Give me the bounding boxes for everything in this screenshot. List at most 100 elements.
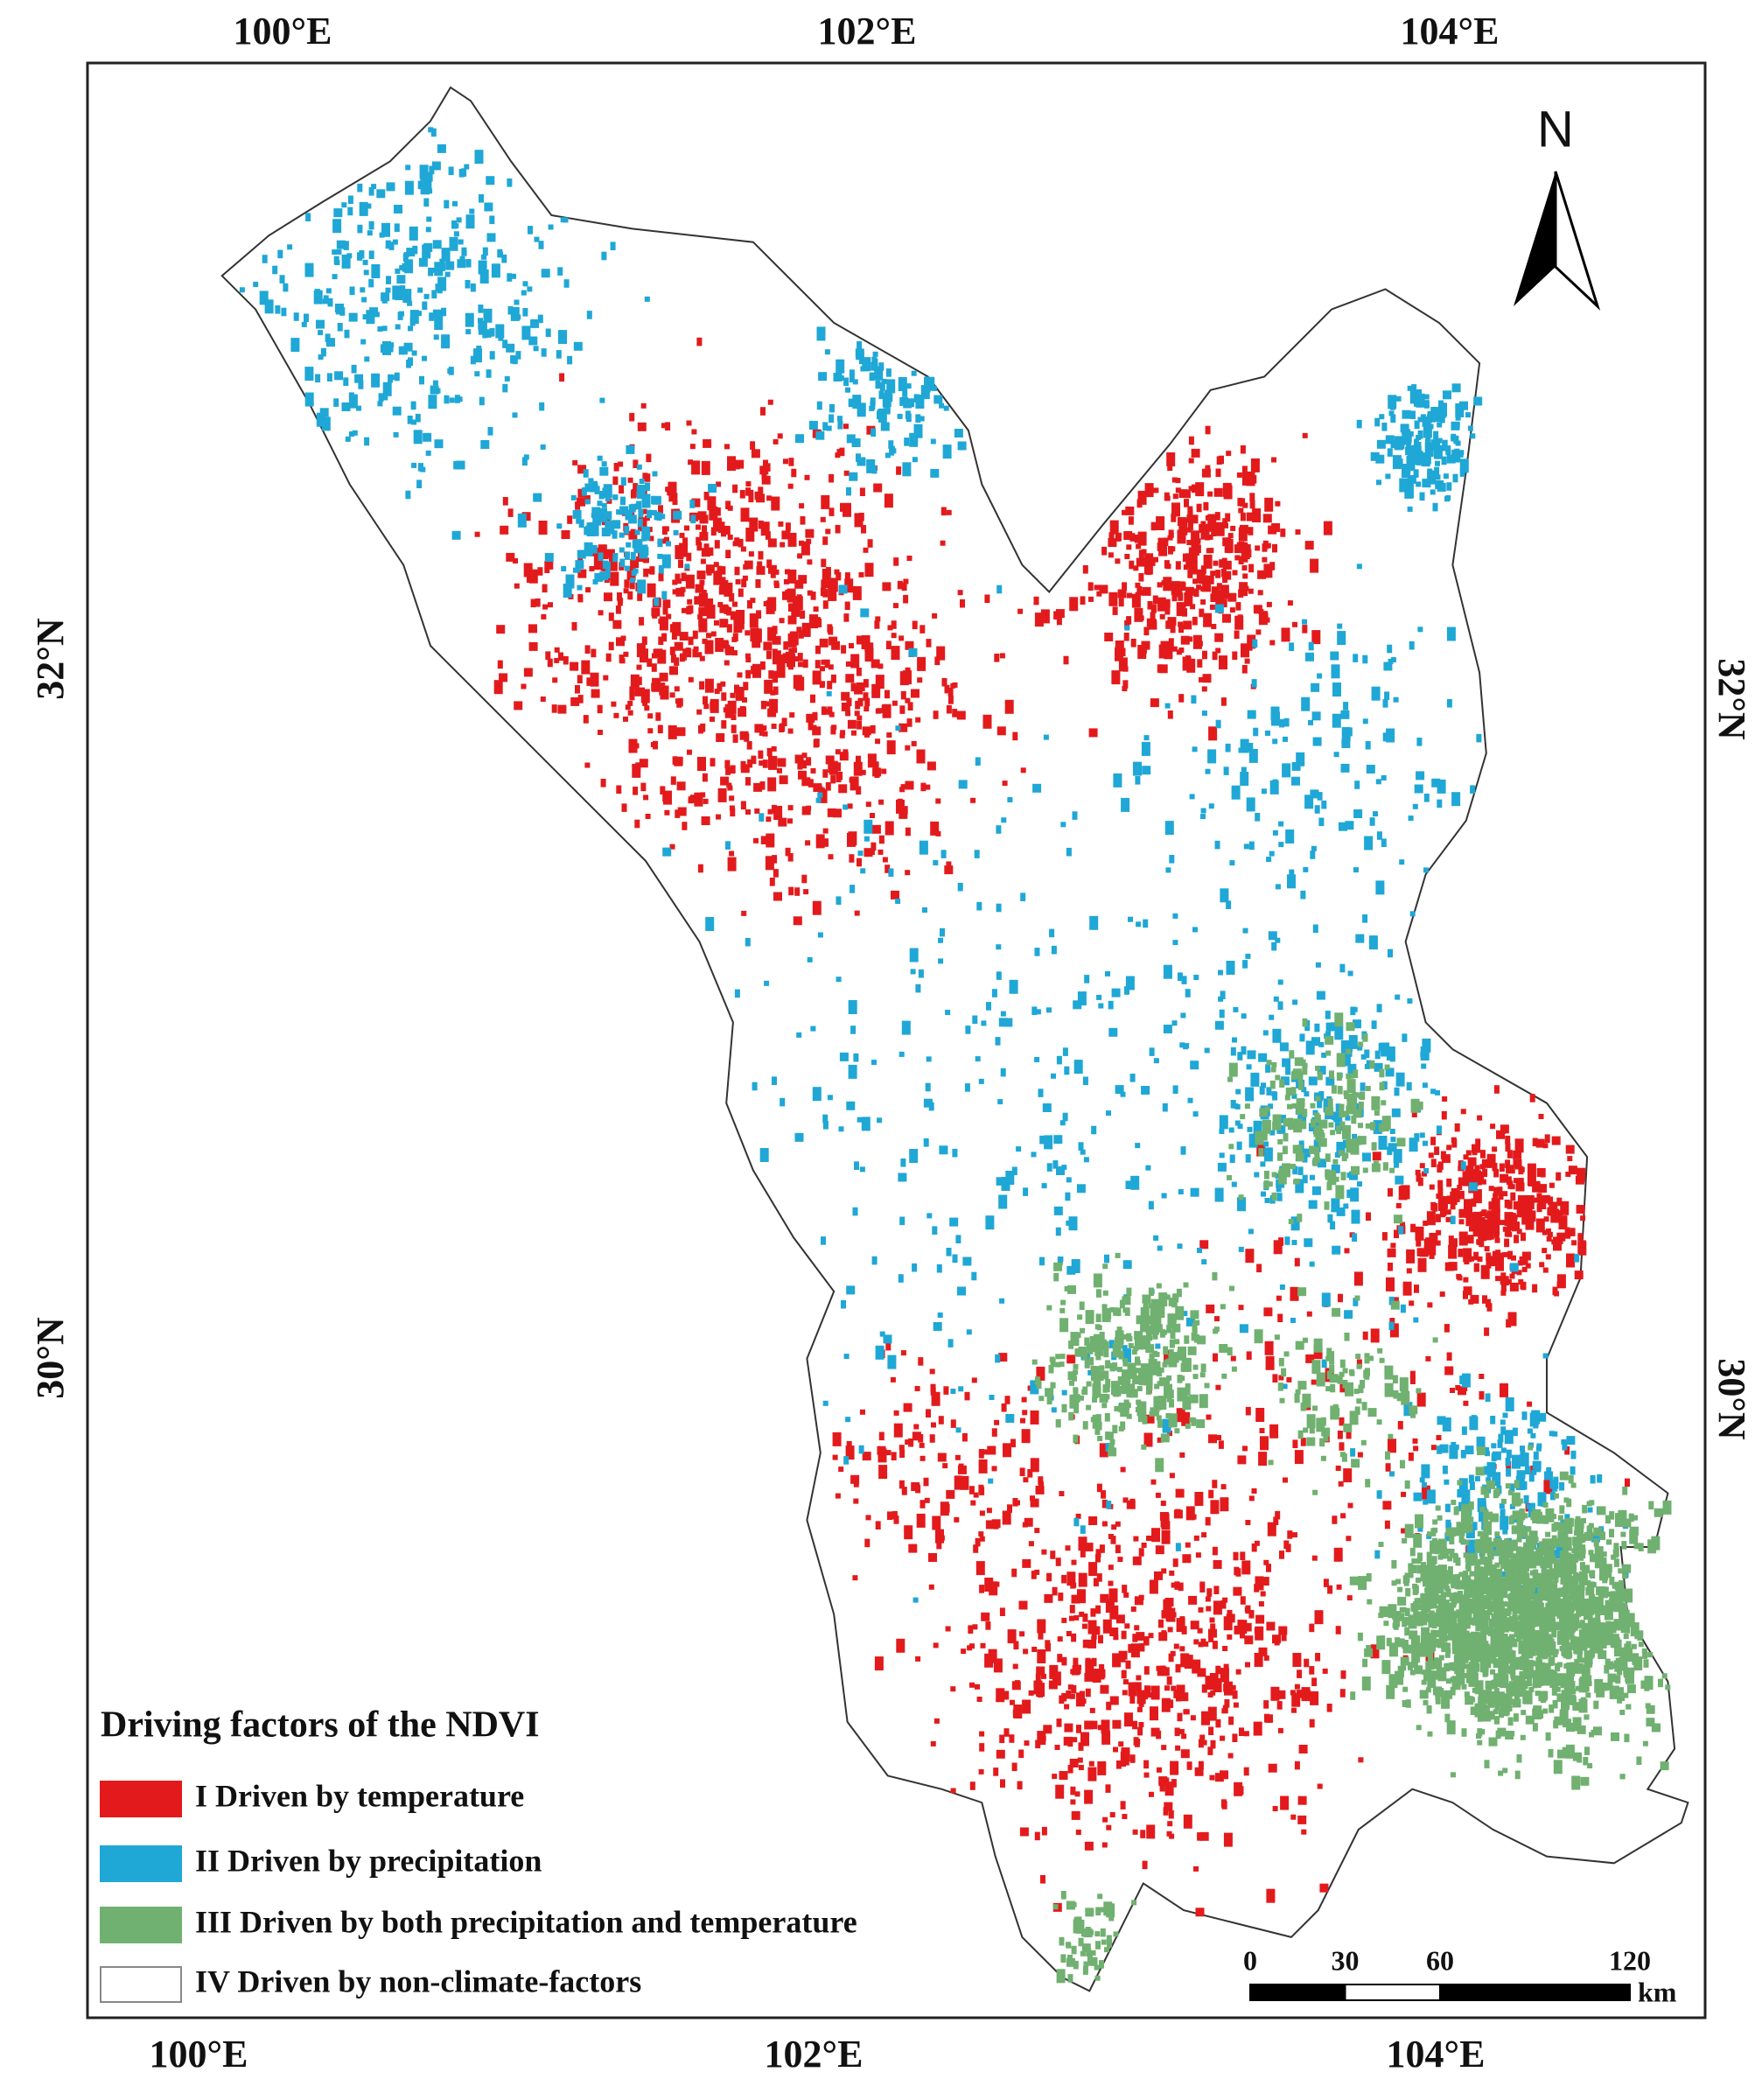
factor-pixel xyxy=(1516,1562,1522,1571)
factor-pixel xyxy=(1142,766,1151,775)
factor-pixel xyxy=(1171,1779,1177,1788)
factor-pixel xyxy=(1269,1014,1275,1020)
factor-pixel xyxy=(514,701,523,710)
factor-pixel xyxy=(1158,1619,1164,1628)
factor-pixel xyxy=(1082,1614,1088,1622)
factor-pixel xyxy=(1300,1438,1306,1446)
factor-pixel xyxy=(1158,1776,1168,1786)
factor-pixel xyxy=(996,825,1002,834)
factor-pixel xyxy=(832,1454,838,1460)
factor-pixel xyxy=(1529,1502,1535,1508)
factor-pixel xyxy=(1327,1585,1333,1594)
factor-pixel xyxy=(972,1624,978,1630)
factor-pixel xyxy=(1388,1263,1393,1271)
factor-pixel xyxy=(845,674,855,683)
factor-pixel xyxy=(575,685,580,694)
factor-pixel xyxy=(946,704,952,714)
factor-pixel xyxy=(908,648,918,657)
factor-pixel xyxy=(745,777,751,786)
factor-pixel xyxy=(1442,1096,1448,1102)
factor-pixel xyxy=(1202,583,1212,592)
factor-pixel xyxy=(906,556,912,561)
factor-pixel xyxy=(537,314,543,324)
factor-pixel xyxy=(464,164,470,170)
factor-pixel xyxy=(1022,1558,1031,1568)
factor-pixel xyxy=(626,542,632,548)
factor-pixel xyxy=(1445,445,1451,454)
factor-pixel xyxy=(1138,1722,1144,1727)
factor-pixel xyxy=(857,1116,863,1123)
factor-pixel xyxy=(985,1621,991,1630)
factor-pixel xyxy=(1161,1630,1167,1636)
factor-pixel xyxy=(393,431,399,438)
factor-pixel xyxy=(1480,1486,1486,1495)
factor-pixel xyxy=(1157,597,1166,612)
factor-pixel xyxy=(416,311,422,317)
factor-pixel xyxy=(1460,1109,1466,1115)
factor-pixel xyxy=(688,676,694,682)
factor-pixel xyxy=(1082,1639,1088,1648)
factor-pixel xyxy=(1115,640,1124,649)
factor-pixel xyxy=(1416,393,1425,408)
factor-pixel xyxy=(1144,553,1154,563)
factor-pixel xyxy=(1154,523,1160,528)
factor-pixel xyxy=(1121,1670,1127,1679)
factor-pixel xyxy=(1430,1137,1437,1145)
factor-pixel xyxy=(1502,1226,1508,1232)
factor-pixel xyxy=(677,697,683,707)
factor-pixel xyxy=(1208,1636,1214,1642)
factor-pixel xyxy=(343,377,349,386)
factor-pixel xyxy=(822,589,829,598)
factor-pixel xyxy=(757,561,763,567)
factor-pixel xyxy=(1164,703,1171,709)
factor-pixel xyxy=(669,692,675,698)
factor-pixel xyxy=(986,1508,992,1514)
factor-pixel xyxy=(957,1465,967,1474)
factor-pixel xyxy=(1516,1228,1522,1235)
factor-pixel xyxy=(696,337,703,346)
factor-pixel xyxy=(820,516,826,522)
factor-pixel xyxy=(1197,1628,1203,1634)
factor-pixel xyxy=(1500,1516,1509,1530)
factor-pixel xyxy=(272,265,278,275)
factor-pixel xyxy=(1179,1616,1185,1625)
factor-pixel xyxy=(638,508,644,518)
factor-pixel xyxy=(877,409,883,418)
factor-pixel xyxy=(1109,1812,1115,1817)
factor-pixel xyxy=(1108,1580,1114,1586)
factor-pixel xyxy=(1205,425,1211,435)
factor-pixel xyxy=(304,313,309,323)
factor-pixel xyxy=(360,287,366,293)
factor-pixel xyxy=(1465,1446,1474,1455)
factor-pixel xyxy=(872,767,882,777)
factor-pixel xyxy=(1268,1103,1274,1110)
factor-pixel xyxy=(867,539,873,548)
factor-pixel xyxy=(689,500,696,508)
factor-pixel xyxy=(1593,1527,1603,1536)
factor-pixel xyxy=(1046,1007,1052,1013)
factor-pixel xyxy=(1043,1725,1052,1734)
factor-pixel xyxy=(1504,1238,1510,1248)
factor-pixel xyxy=(1170,624,1176,634)
factor-pixel xyxy=(745,487,752,496)
factor-pixel xyxy=(1184,1709,1190,1715)
factor-pixel xyxy=(1613,1543,1619,1551)
factor-pixel xyxy=(1486,1153,1496,1168)
factor-pixel xyxy=(1431,408,1441,423)
factor-pixel xyxy=(326,338,335,347)
factor-pixel xyxy=(1122,686,1128,691)
factor-pixel xyxy=(846,1441,852,1450)
factor-pixel xyxy=(864,697,871,707)
factor-pixel xyxy=(540,696,546,702)
factor-pixel xyxy=(666,541,671,547)
factor-pixel xyxy=(1143,626,1150,636)
factor-pixel xyxy=(926,1409,931,1418)
factor-pixel xyxy=(864,836,870,842)
factor-pixel xyxy=(1509,1263,1519,1272)
factor-pixel xyxy=(884,864,891,873)
factor-pixel xyxy=(1232,1690,1238,1699)
factor-pixel xyxy=(457,396,463,402)
factor-pixel xyxy=(800,610,806,620)
factor-pixel xyxy=(315,374,321,383)
factor-pixel xyxy=(815,430,825,440)
